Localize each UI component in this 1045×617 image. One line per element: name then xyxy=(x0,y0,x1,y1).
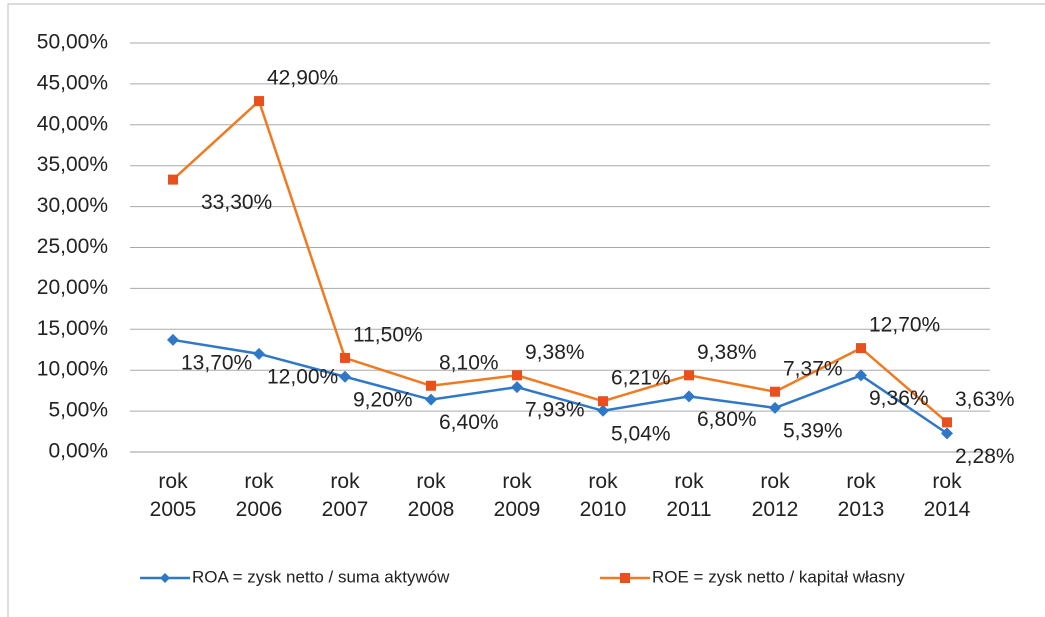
series-line xyxy=(172,338,948,435)
data-label: 3,63% xyxy=(955,388,1015,411)
data-point xyxy=(253,347,265,360)
x-tick-label: rok 2006 xyxy=(235,470,283,521)
data-point xyxy=(168,174,178,185)
legend-marker xyxy=(620,573,630,583)
y-tick-label: 35,00% xyxy=(37,153,108,176)
data-label: 5,04% xyxy=(611,422,671,445)
y-tick-label: 10,00% xyxy=(37,358,108,381)
data-point xyxy=(254,96,264,107)
x-tick-label: rok 2012 xyxy=(751,470,799,521)
data-label: 6,21% xyxy=(611,367,671,390)
data-point xyxy=(511,381,523,394)
data-point xyxy=(942,417,952,428)
y-tick-label: 45,00% xyxy=(37,71,108,94)
x-tick-label: rok 2009 xyxy=(493,470,541,521)
data-label: 6,80% xyxy=(697,408,757,431)
x-tick-label: rok 2014 xyxy=(923,470,971,521)
data-label: 5,39% xyxy=(783,419,843,442)
x-tick-label: rok 2011 xyxy=(666,470,712,521)
data-label: 8,10% xyxy=(439,351,499,374)
data-point xyxy=(683,390,695,403)
data-label: 13,70% xyxy=(181,351,252,374)
y-tick-label: 25,00% xyxy=(37,235,108,258)
data-label: 11,50% xyxy=(353,323,423,346)
data-point xyxy=(597,404,609,417)
data-point xyxy=(941,427,953,440)
data-label: 12,70% xyxy=(869,314,940,337)
y-tick-label: 15,00% xyxy=(37,317,108,340)
x-tick-label: rok 2005 xyxy=(149,470,197,521)
y-tick-label: 5,00% xyxy=(48,399,108,422)
data-label: 7,93% xyxy=(525,399,585,422)
x-tick-label: rok 2008 xyxy=(407,470,455,521)
data-label: 6,40% xyxy=(439,411,499,434)
y-tick-label: 30,00% xyxy=(37,194,108,217)
y-tick-label: 50,00% xyxy=(37,31,108,54)
data-label: 9,20% xyxy=(353,388,413,411)
data-label: 9,38% xyxy=(697,341,757,364)
data-label: 7,37% xyxy=(783,357,843,380)
data-point xyxy=(598,396,608,407)
y-tick-label: 20,00% xyxy=(37,276,108,299)
data-label: 12,00% xyxy=(267,365,338,388)
data-point xyxy=(339,370,351,383)
data-point xyxy=(769,401,781,414)
x-tick-label: rok 2007 xyxy=(321,470,369,521)
data-point xyxy=(770,386,780,397)
data-label: 2,28% xyxy=(955,445,1015,468)
data-point xyxy=(856,343,866,354)
series-line xyxy=(172,98,948,424)
data-point xyxy=(855,369,867,382)
data-point xyxy=(425,393,437,406)
data-label: 42,90% xyxy=(267,67,338,90)
data-point xyxy=(426,380,436,391)
chart-frame xyxy=(7,3,1045,617)
data-label: 9,38% xyxy=(525,341,585,364)
legend-label: ROE = zysk netto / kapitał własny xyxy=(652,567,905,586)
x-tick-label: rok 2013 xyxy=(837,470,885,521)
data-point xyxy=(167,333,179,346)
data-point xyxy=(340,352,350,363)
y-tick-label: 0,00% xyxy=(48,440,108,463)
data-label: 33,30% xyxy=(201,191,272,214)
y-tick-label: 40,00% xyxy=(37,112,108,135)
data-point xyxy=(684,370,694,381)
data-label: 9,36% xyxy=(869,387,929,410)
x-tick-label: rok 2010 xyxy=(579,470,627,521)
data-point xyxy=(512,370,522,381)
legend-marker xyxy=(160,573,170,583)
legend-label: ROA = zysk netto / suma aktywów xyxy=(192,567,450,586)
